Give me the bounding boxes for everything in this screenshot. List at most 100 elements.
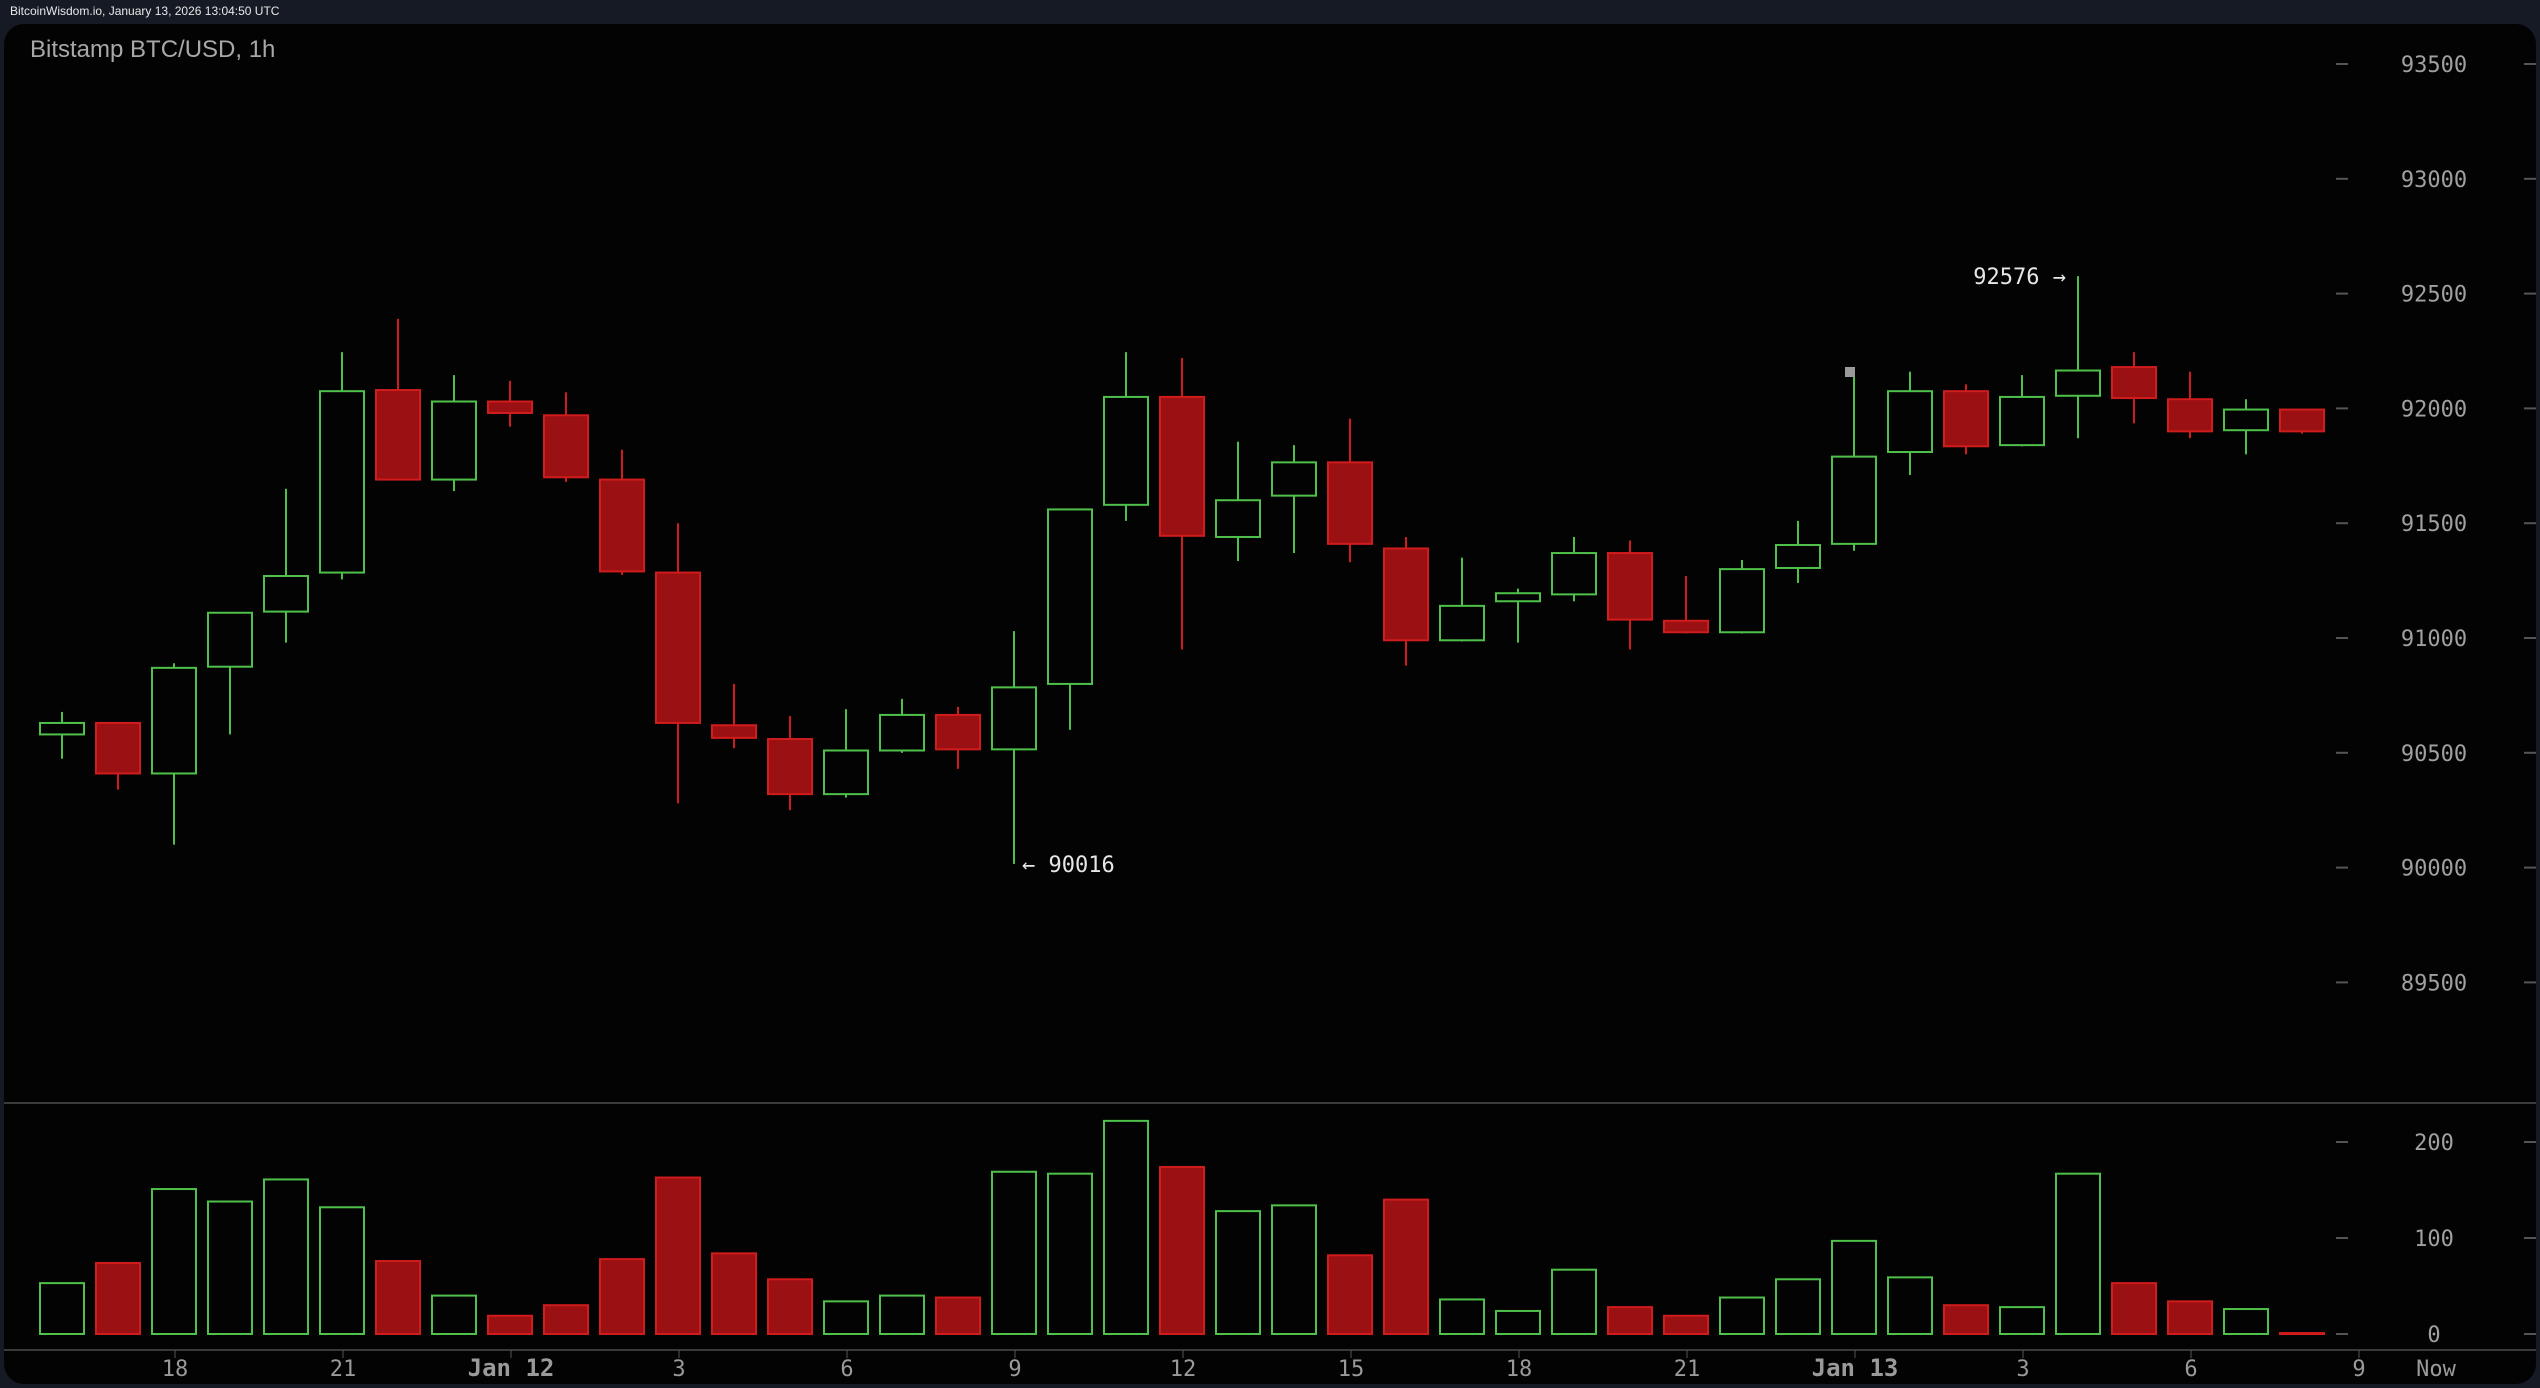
- candle-up: [1495, 588, 1541, 643]
- candle-down: [2111, 352, 2157, 424]
- candle-body: [711, 724, 757, 739]
- time-tick-label: 21: [330, 1357, 357, 1382]
- chart-title: Bitstamp BTC/USD, 1h: [30, 36, 276, 63]
- time-tick-label: 18: [162, 1357, 189, 1382]
- top-bar: BitcoinWisdom.io, January 13, 2026 13:04…: [0, 0, 2540, 24]
- marker-square: [1845, 367, 1855, 377]
- candle-body: [2223, 408, 2269, 432]
- candle-up: [1215, 441, 1261, 562]
- candle-body: [1215, 499, 1261, 538]
- candle-up: [879, 698, 925, 753]
- volume-bars: [39, 1119, 2325, 1336]
- candle-down: [2167, 371, 2213, 439]
- candle-up: [2055, 276, 2101, 439]
- volume-bar-down: [2111, 1282, 2157, 1335]
- candle-down: [543, 392, 589, 482]
- time-tick-label: 3: [2016, 1357, 2029, 1382]
- chart-panel[interactable]: 93500 93000 92500 92000 91500 91000 90500 90000…: [4, 24, 2536, 1384]
- candle-body: [431, 400, 477, 481]
- volume-bar-down: [655, 1176, 701, 1336]
- candle-body: [543, 414, 589, 479]
- price-annotations: 92576 → ← 90016: [1022, 265, 2066, 878]
- time-tick-label: 6: [2184, 1357, 2197, 1382]
- candle-body: [1383, 547, 1429, 642]
- time-tick-label: 15: [1338, 1357, 1365, 1382]
- candle-down: [1607, 540, 1653, 650]
- volume-bar-down: [95, 1261, 141, 1335]
- time-tick-label: Jan 12: [468, 1354, 555, 1382]
- price-tick-label: 89500: [2401, 971, 2467, 996]
- candle-down: [935, 706, 981, 769]
- time-tick-label: 21: [1674, 1357, 1701, 1382]
- low-annotation: ← 90016: [1022, 853, 1115, 878]
- candle-down: [599, 449, 645, 575]
- volume-bar-up: [263, 1178, 309, 1335]
- time-tick-label: Now: [2416, 1357, 2456, 1382]
- volume-tick-label: 100: [2414, 1227, 2454, 1252]
- volume-bar-down: [767, 1278, 813, 1336]
- pane-separators: [4, 1102, 2536, 1351]
- candle-up: [1887, 371, 1933, 475]
- price-axis: 93500 93000 92500 92000 91500 91000 90500 90000…: [2336, 53, 2536, 996]
- volume-bar-down: [935, 1296, 981, 1336]
- price-tick-label: 93500: [2401, 53, 2467, 78]
- candle-up: [1775, 520, 1821, 583]
- source-timestamp: BitcoinWisdom.io, January 13, 2026 13:04…: [10, 4, 280, 18]
- candle-body: [1103, 395, 1149, 506]
- candle-down: [711, 683, 757, 749]
- candle-up: [1999, 375, 2045, 447]
- candle-body: [1607, 552, 1653, 621]
- candle-body: [2055, 369, 2101, 397]
- candle-up: [1831, 376, 1877, 551]
- candle-body: [879, 713, 925, 752]
- volume-bar-up: [1999, 1306, 2045, 1335]
- candle-down: [655, 523, 701, 804]
- volume-bar-up: [991, 1170, 1037, 1336]
- candle-body: [151, 666, 197, 775]
- price-tick-label: 90500: [2401, 742, 2467, 767]
- volume-bar-up: [1495, 1309, 1541, 1335]
- volume-tick-label: 200: [2414, 1131, 2454, 1156]
- candle-down: [95, 721, 141, 790]
- candle-up: [1551, 536, 1597, 602]
- candle-down: [1663, 576, 1709, 634]
- volume-bar-up: [1775, 1278, 1821, 1336]
- candle-body: [1159, 395, 1205, 537]
- volume-bar-down: [487, 1314, 533, 1336]
- candle-body: [767, 738, 813, 796]
- volume-bar-up: [207, 1200, 253, 1336]
- price-tick-label: 91500: [2401, 512, 2467, 537]
- volume-bar-up: [1439, 1298, 1485, 1335]
- volume-bar-up: [1887, 1276, 1933, 1335]
- candle-body: [95, 721, 141, 775]
- price-candles: [39, 276, 2325, 864]
- candle-body: [319, 390, 365, 574]
- volume-bar-down: [1663, 1314, 1709, 1336]
- candle-body: [2167, 398, 2213, 433]
- volume-bar-up: [151, 1188, 197, 1336]
- candle-up: [1047, 508, 1093, 730]
- candle-body: [1887, 390, 1933, 454]
- candlestick-chart[interactable]: 9350093000925009200091500910009050090000…: [4, 24, 2536, 1384]
- candle-body: [1551, 552, 1597, 596]
- volume-bar-down: [1943, 1304, 1989, 1335]
- volume-tick-label: 0: [2427, 1323, 2440, 1348]
- candle-down: [1943, 384, 1989, 455]
- candle-body: [1047, 508, 1093, 685]
- candle-body: [1327, 461, 1373, 545]
- time-tick-label: 6: [840, 1357, 853, 1382]
- volume-axis: 200 100 0: [2336, 1131, 2536, 1348]
- candle-body: [2111, 366, 2157, 400]
- volume-bar-down: [1327, 1254, 1373, 1336]
- volume-bar-up: [319, 1206, 365, 1336]
- candle-up: [991, 631, 1037, 864]
- volume-bar-up: [1047, 1172, 1093, 1336]
- candle-body: [935, 713, 981, 751]
- price-tick-label: 92000: [2401, 397, 2467, 422]
- volume-bar-up: [1831, 1239, 1877, 1336]
- time-tick-label: 9: [2352, 1357, 2365, 1382]
- candle-body: [991, 686, 1037, 751]
- volume-bar-up: [2055, 1172, 2101, 1336]
- candle-up: [1719, 559, 1765, 634]
- candle-body: [39, 721, 85, 736]
